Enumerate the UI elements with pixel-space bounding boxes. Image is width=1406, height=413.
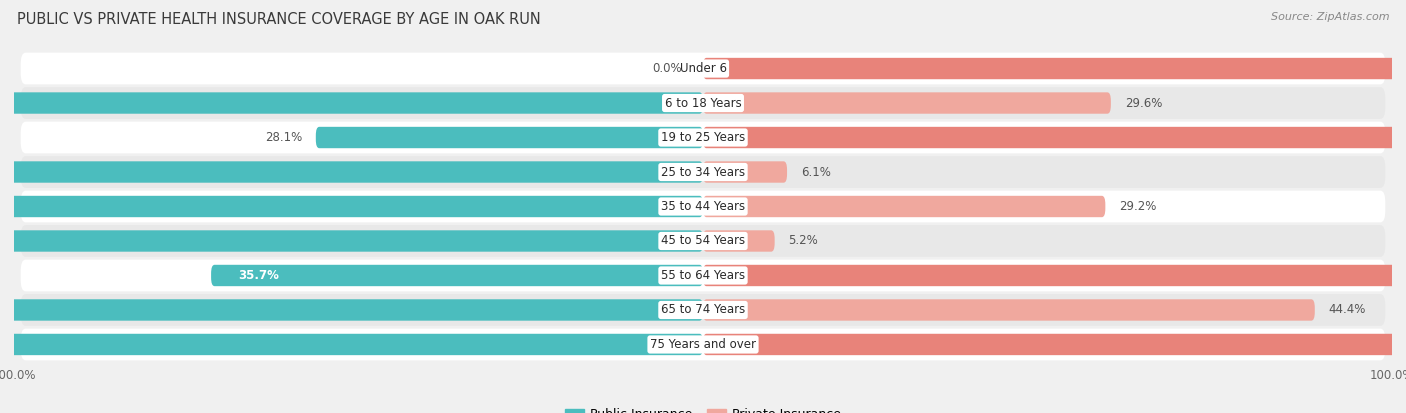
FancyBboxPatch shape <box>21 53 1385 84</box>
Text: 65 to 74 Years: 65 to 74 Years <box>661 304 745 316</box>
FancyBboxPatch shape <box>703 127 1406 148</box>
FancyBboxPatch shape <box>0 230 703 252</box>
FancyBboxPatch shape <box>21 294 1385 326</box>
Text: 6.1%: 6.1% <box>801 166 831 178</box>
Text: 19 to 25 Years: 19 to 25 Years <box>661 131 745 144</box>
FancyBboxPatch shape <box>0 196 703 217</box>
FancyBboxPatch shape <box>0 93 703 114</box>
Text: 29.2%: 29.2% <box>1119 200 1157 213</box>
FancyBboxPatch shape <box>703 161 787 183</box>
Text: 6 to 18 Years: 6 to 18 Years <box>665 97 741 109</box>
FancyBboxPatch shape <box>21 260 1385 291</box>
Text: 35.7%: 35.7% <box>239 269 280 282</box>
FancyBboxPatch shape <box>703 196 1105 217</box>
Text: 5.2%: 5.2% <box>789 235 818 247</box>
Text: 28.1%: 28.1% <box>264 131 302 144</box>
Text: Under 6: Under 6 <box>679 62 727 75</box>
FancyBboxPatch shape <box>703 58 1406 79</box>
FancyBboxPatch shape <box>0 161 703 183</box>
Legend: Public Insurance, Private Insurance: Public Insurance, Private Insurance <box>560 403 846 413</box>
FancyBboxPatch shape <box>21 87 1385 119</box>
FancyBboxPatch shape <box>211 265 703 286</box>
FancyBboxPatch shape <box>21 191 1385 222</box>
Text: Source: ZipAtlas.com: Source: ZipAtlas.com <box>1271 12 1389 22</box>
FancyBboxPatch shape <box>21 156 1385 188</box>
Text: 25 to 34 Years: 25 to 34 Years <box>661 166 745 178</box>
FancyBboxPatch shape <box>703 265 1406 286</box>
FancyBboxPatch shape <box>0 299 703 320</box>
FancyBboxPatch shape <box>703 334 1406 355</box>
FancyBboxPatch shape <box>21 122 1385 153</box>
Text: 45 to 54 Years: 45 to 54 Years <box>661 235 745 247</box>
Text: 75 Years and over: 75 Years and over <box>650 338 756 351</box>
Text: 0.0%: 0.0% <box>652 62 682 75</box>
Text: 44.4%: 44.4% <box>1329 304 1367 316</box>
Text: 35 to 44 Years: 35 to 44 Years <box>661 200 745 213</box>
FancyBboxPatch shape <box>0 334 703 355</box>
Text: PUBLIC VS PRIVATE HEALTH INSURANCE COVERAGE BY AGE IN OAK RUN: PUBLIC VS PRIVATE HEALTH INSURANCE COVER… <box>17 12 541 27</box>
FancyBboxPatch shape <box>21 225 1385 257</box>
FancyBboxPatch shape <box>21 329 1385 360</box>
FancyBboxPatch shape <box>703 230 775 252</box>
FancyBboxPatch shape <box>703 299 1315 320</box>
FancyBboxPatch shape <box>703 93 1111 114</box>
Text: 29.6%: 29.6% <box>1125 97 1161 109</box>
Text: 55 to 64 Years: 55 to 64 Years <box>661 269 745 282</box>
FancyBboxPatch shape <box>316 127 703 148</box>
